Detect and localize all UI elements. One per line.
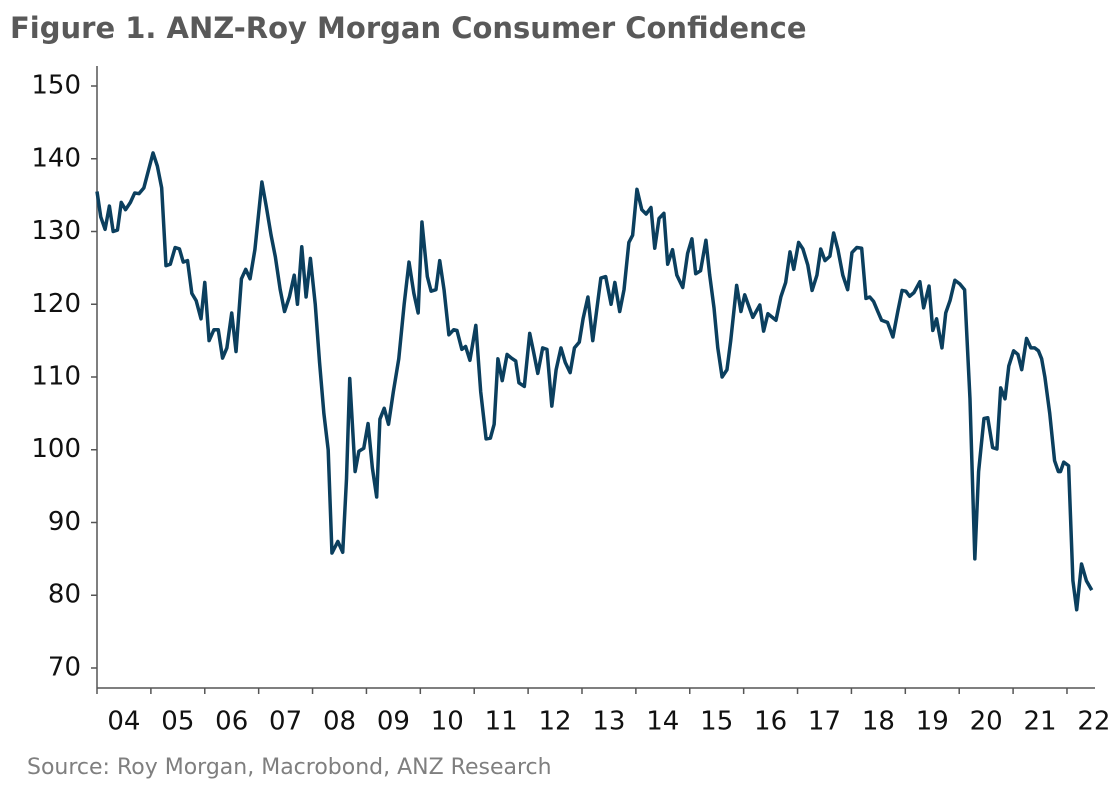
y-tick-label: 100 — [31, 434, 81, 464]
y-tick-label: 130 — [31, 216, 81, 246]
x-tick-label: 10 — [431, 707, 464, 737]
x-tick-label: 05 — [161, 707, 194, 737]
x-tick-label: 18 — [862, 707, 895, 737]
y-tick-label: 90 — [48, 507, 81, 537]
x-tick-label: 17 — [808, 707, 841, 737]
x-tick-label: 13 — [592, 707, 625, 737]
x-tick-label: 12 — [538, 707, 571, 737]
source-note: Source: Roy Morgan, Macrobond, ANZ Resea… — [27, 755, 552, 780]
data-line — [95, 151, 1094, 612]
x-tick-label: 07 — [269, 707, 302, 737]
x-tick-label: 15 — [700, 707, 733, 737]
x-tick-label: 06 — [215, 707, 248, 737]
chart-title: Figure 1. ANZ-Roy Morgan Consumer Confid… — [10, 11, 807, 45]
x-tick-label: 11 — [485, 707, 518, 737]
x-tick-label: 16 — [754, 707, 787, 737]
x-tick-label: 09 — [377, 707, 410, 737]
y-tick-label: 110 — [31, 362, 81, 392]
y-tick-label: 70 — [48, 652, 81, 682]
x-tick-label: 04 — [107, 707, 140, 737]
x-tick-label: 19 — [916, 707, 949, 737]
x-tick-label: 21 — [1023, 707, 1056, 737]
y-tick-label: 140 — [31, 143, 81, 173]
x-tick-label: 08 — [323, 707, 356, 737]
x-tick-label: 14 — [646, 707, 679, 737]
x-tick-label: 22 — [1077, 707, 1110, 737]
y-tick-label: 120 — [31, 289, 81, 319]
y-tick-label: 150 — [31, 71, 81, 101]
x-tick-label: 20 — [970, 707, 1003, 737]
y-tick-label: 80 — [48, 580, 81, 610]
